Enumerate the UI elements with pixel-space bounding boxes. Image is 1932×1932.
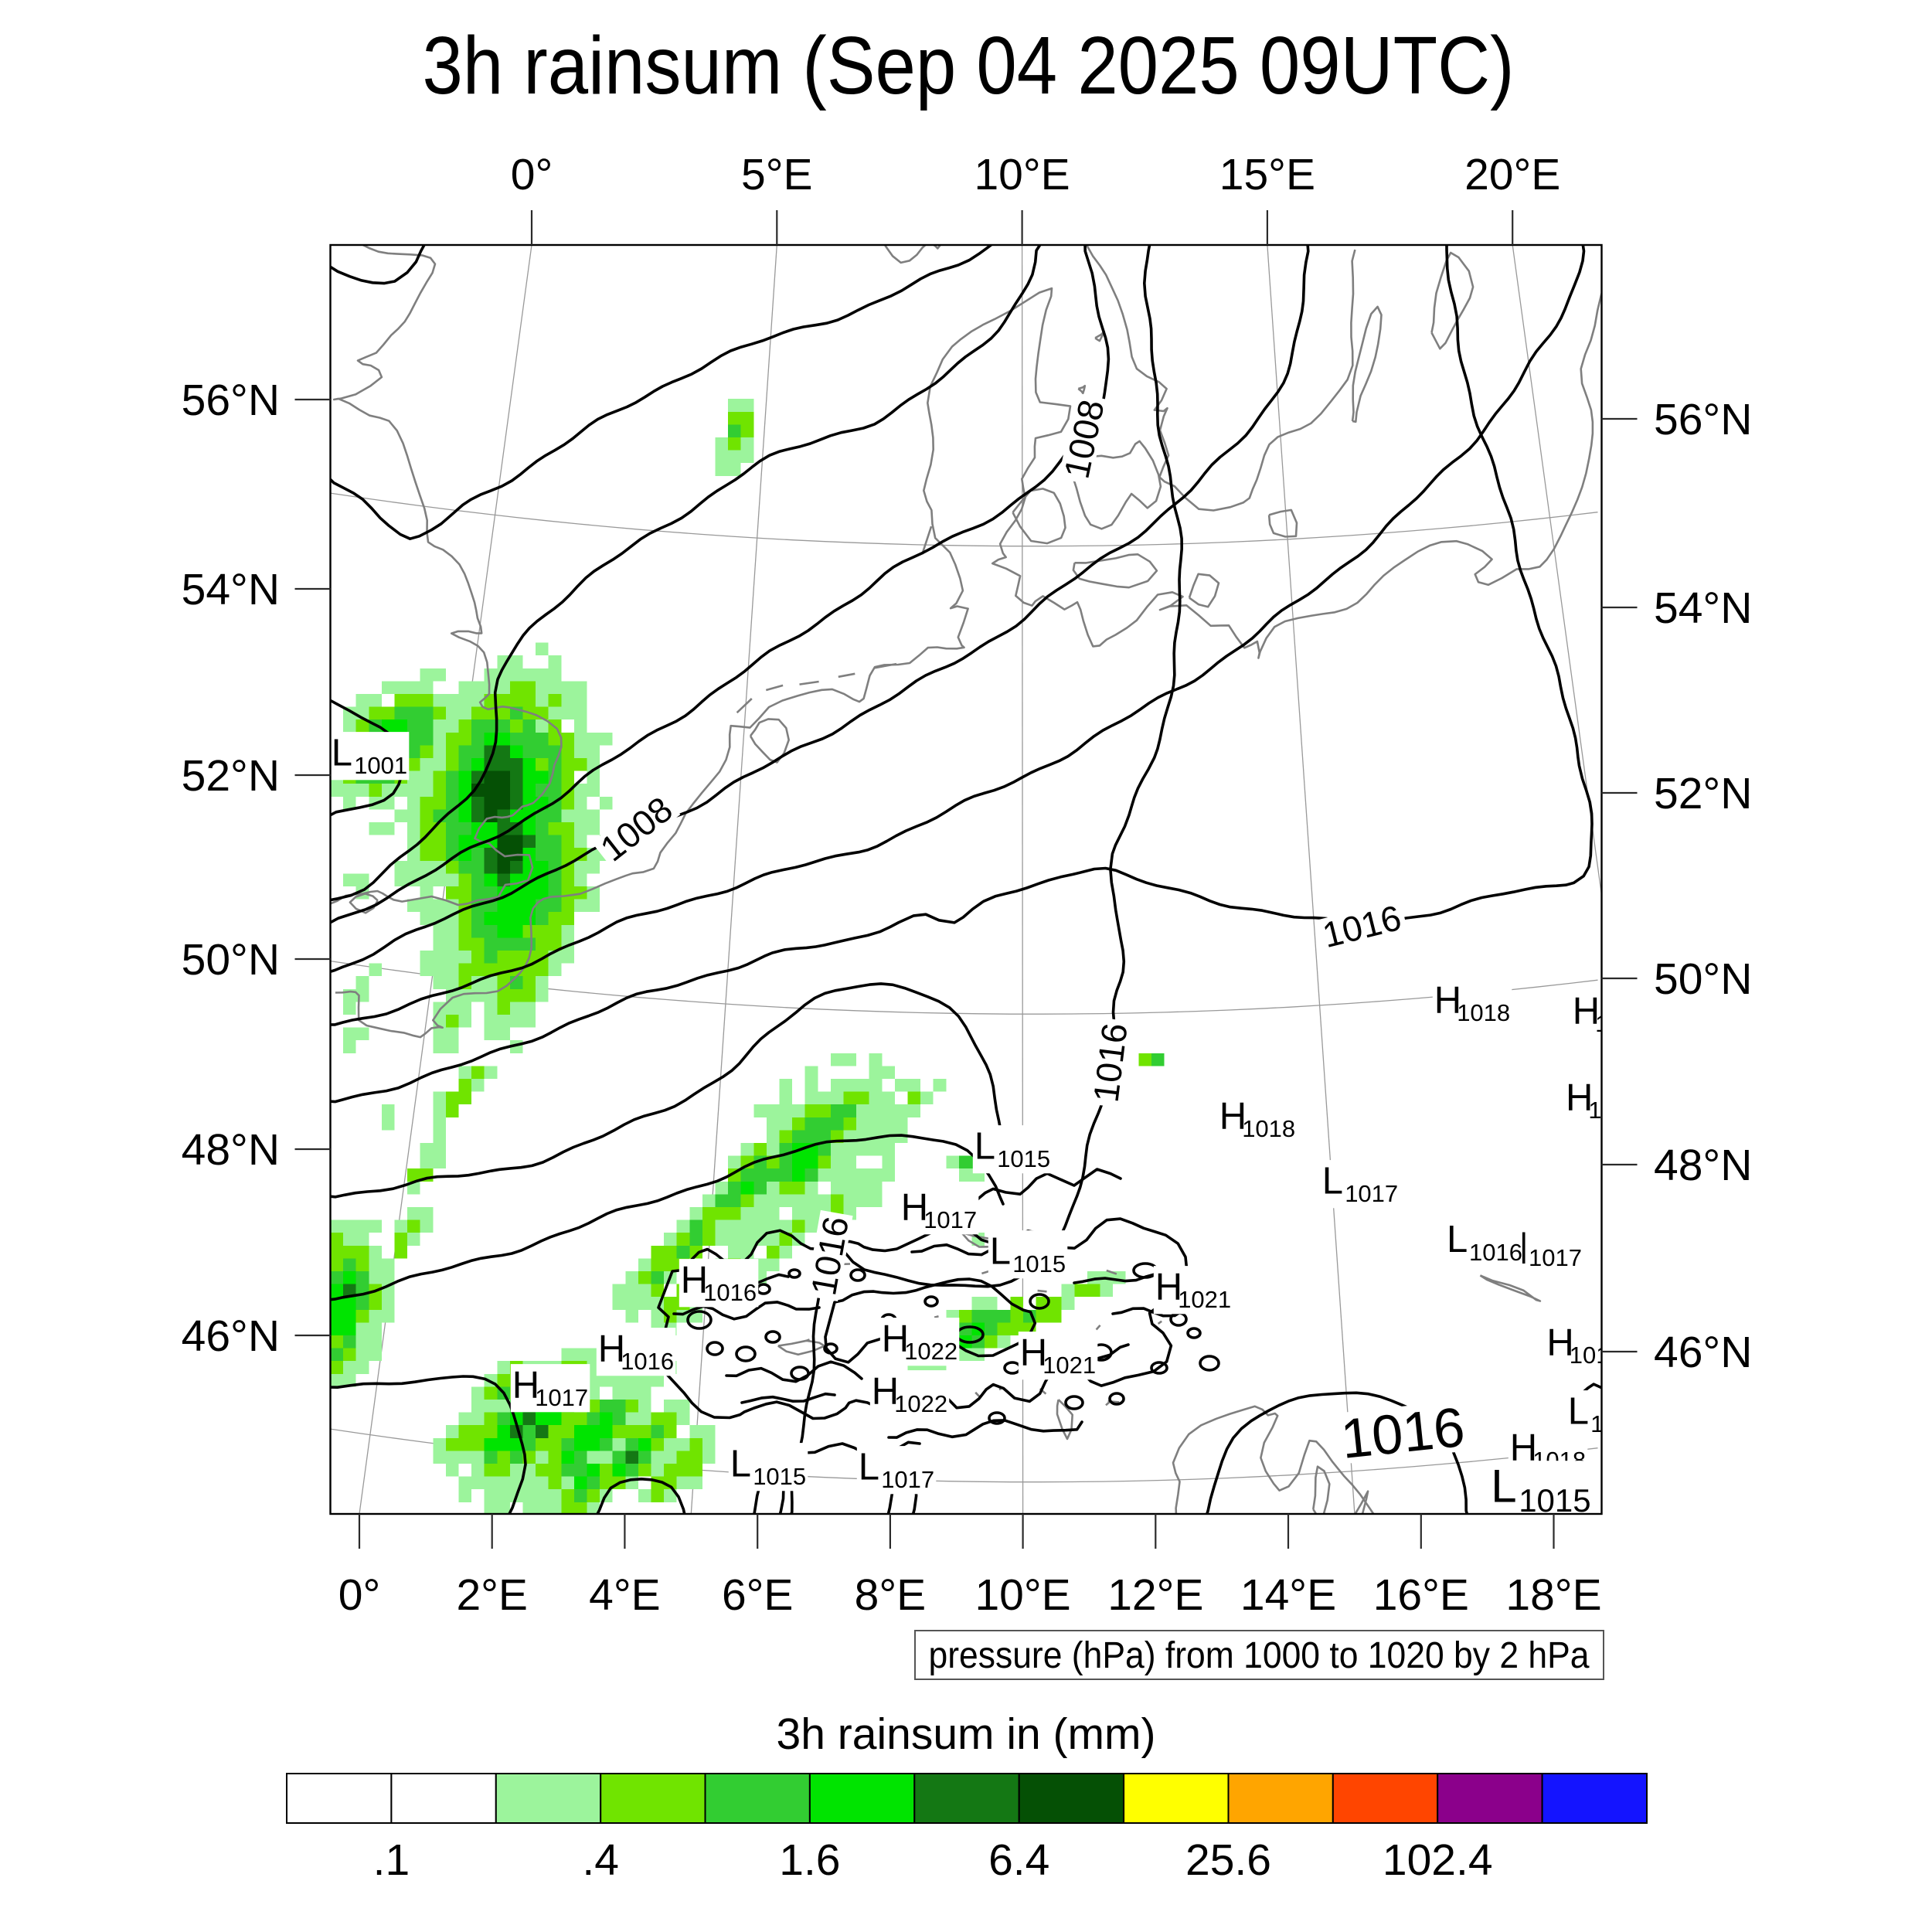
svg-text:H: H <box>1219 1096 1247 1138</box>
svg-text:.1: .1 <box>373 1835 410 1885</box>
svg-text:52°N: 52°N <box>1654 769 1752 818</box>
svg-text:2°E: 2°E <box>456 1570 528 1620</box>
svg-text:1017: 1017 <box>1529 1244 1582 1271</box>
svg-text:3h rainsum (Sep 04 2025 09UTC): 3h rainsum (Sep 04 2025 09UTC) <box>423 20 1515 111</box>
svg-text:12°E: 12°E <box>1107 1570 1203 1620</box>
svg-text:10°E: 10°E <box>975 1570 1070 1620</box>
svg-text:|: | <box>1519 1226 1528 1264</box>
svg-text:54°N: 54°N <box>1654 583 1752 633</box>
svg-text:56°N: 56°N <box>182 376 280 425</box>
svg-text:.4: .4 <box>582 1835 619 1885</box>
svg-text:1021: 1021 <box>1043 1352 1096 1379</box>
svg-text:46°N: 46°N <box>182 1311 280 1361</box>
svg-text:5°E: 5°E <box>741 150 813 199</box>
svg-text:H: H <box>882 1318 909 1360</box>
svg-text:1017: 1017 <box>881 1466 934 1493</box>
svg-text:L: L <box>990 1231 1011 1273</box>
svg-text:8°E: 8°E <box>855 1570 927 1620</box>
svg-text:1015: 1015 <box>1012 1250 1066 1277</box>
svg-text:H: H <box>872 1371 899 1413</box>
svg-text:1017: 1017 <box>923 1206 977 1233</box>
svg-text:46°N: 46°N <box>1654 1328 1752 1377</box>
svg-text:48°N: 48°N <box>1654 1141 1752 1190</box>
svg-text:102.4: 102.4 <box>1383 1835 1493 1885</box>
svg-text:0°: 0° <box>338 1570 381 1620</box>
svg-text:3h rainsum in (mm): 3h rainsum in (mm) <box>777 1709 1156 1759</box>
svg-text:101: 101 <box>1570 1342 1610 1369</box>
svg-text:1016: 1016 <box>1086 1021 1135 1104</box>
svg-text:25.6: 25.6 <box>1185 1835 1271 1885</box>
svg-text:6.4: 6.4 <box>988 1835 1049 1885</box>
svg-text:H: H <box>901 1187 928 1229</box>
svg-text:1015: 1015 <box>1519 1482 1590 1519</box>
svg-text:16°E: 16°E <box>1373 1570 1469 1620</box>
svg-text:1015: 1015 <box>753 1463 806 1490</box>
svg-text:H: H <box>598 1328 625 1370</box>
svg-text:pressure (hPa) from 1000 to 10: pressure (hPa) from 1000 to 1020 by 2 hP… <box>929 1635 1590 1676</box>
svg-text:52°N: 52°N <box>182 751 280 801</box>
svg-text:1.6: 1.6 <box>779 1835 840 1885</box>
svg-text:6°E: 6°E <box>722 1570 794 1620</box>
svg-text:18°E: 18°E <box>1505 1570 1601 1620</box>
svg-text:10: 10 <box>1588 1097 1614 1124</box>
svg-text:H: H <box>1546 1322 1573 1364</box>
svg-text:L: L <box>1568 1391 1589 1433</box>
svg-text:50°N: 50°N <box>1654 954 1752 1004</box>
svg-text:1016: 1016 <box>1469 1239 1522 1266</box>
svg-text:L: L <box>975 1126 995 1168</box>
svg-text:1016: 1016 <box>621 1348 674 1375</box>
svg-text:H: H <box>1566 1077 1593 1119</box>
svg-text:1018: 1018 <box>1242 1115 1295 1142</box>
svg-text:1: 1 <box>1590 1410 1604 1437</box>
svg-text:10°E: 10°E <box>974 150 1070 199</box>
svg-text:1016: 1016 <box>1338 1396 1468 1471</box>
svg-text:L: L <box>1491 1461 1516 1512</box>
svg-text:50°N: 50°N <box>182 935 280 985</box>
svg-text:1015: 1015 <box>997 1145 1050 1172</box>
svg-text:15°E: 15°E <box>1219 150 1315 199</box>
svg-text:1017: 1017 <box>1345 1180 1398 1207</box>
svg-text:1016: 1016 <box>703 1279 757 1306</box>
svg-text:L: L <box>859 1447 879 1488</box>
svg-text:H: H <box>1573 991 1600 1032</box>
svg-text:48°N: 48°N <box>182 1125 280 1175</box>
svg-text:1: 1 <box>1595 1010 1608 1037</box>
svg-text:0°: 0° <box>511 150 553 199</box>
svg-text:H: H <box>1020 1332 1047 1374</box>
svg-text:H: H <box>1434 980 1461 1022</box>
svg-text:4°E: 4°E <box>589 1570 661 1620</box>
svg-text:56°N: 56°N <box>1654 395 1752 444</box>
svg-text:20°E: 20°E <box>1464 150 1560 199</box>
svg-text:L: L <box>730 1444 751 1485</box>
svg-text:1021: 1021 <box>1178 1286 1231 1313</box>
svg-text:1022: 1022 <box>904 1338 957 1365</box>
svg-text:L: L <box>1447 1219 1468 1260</box>
svg-text:H: H <box>512 1365 539 1406</box>
svg-text:14°E: 14°E <box>1240 1570 1336 1620</box>
svg-text:L: L <box>332 733 352 774</box>
svg-text:H: H <box>1155 1267 1182 1308</box>
svg-text:1017: 1017 <box>535 1384 588 1411</box>
svg-text:H: H <box>681 1260 708 1301</box>
svg-text:L: L <box>1322 1161 1343 1202</box>
svg-text:54°N: 54°N <box>182 565 280 614</box>
svg-text:1001: 1001 <box>354 752 407 779</box>
svg-text:1018: 1018 <box>1457 999 1510 1026</box>
svg-text:1022: 1022 <box>894 1390 947 1417</box>
